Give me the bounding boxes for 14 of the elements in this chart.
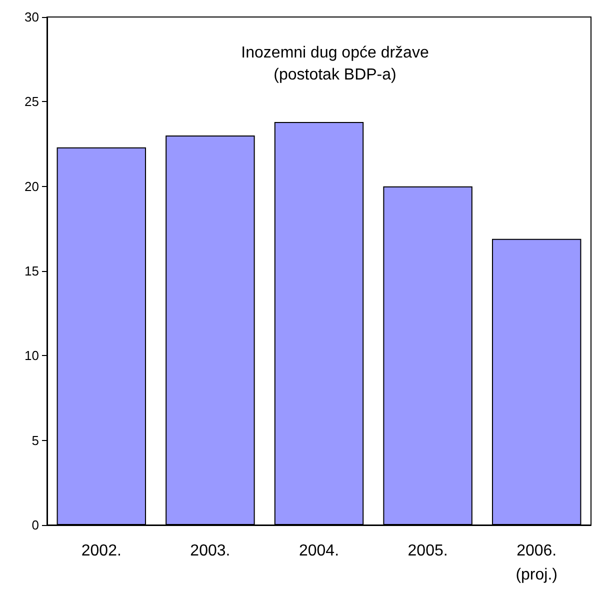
y-tick-label: 25 bbox=[24, 94, 39, 110]
y-tick-label: 10 bbox=[24, 348, 39, 364]
x-tick-label: 2003. bbox=[190, 542, 230, 560]
text: (postotak BDP-a) bbox=[274, 66, 396, 84]
y-tick-label: 5 bbox=[32, 432, 39, 448]
x-tick-label: 2004. bbox=[298, 542, 340, 560]
y-tick-label: 20 bbox=[24, 178, 39, 194]
y-tick-label: 0 bbox=[32, 518, 39, 532]
y-tick-label: 15 bbox=[24, 264, 39, 278]
x-tick-label: 2005. bbox=[408, 542, 448, 560]
text: Inozemni dug opće države bbox=[241, 44, 429, 62]
x-tick-label: 2002. bbox=[81, 542, 122, 560]
y-tick-label: 30 bbox=[24, 10, 39, 24]
x-tick-label: 2006. (proj.) bbox=[516, 542, 558, 584]
